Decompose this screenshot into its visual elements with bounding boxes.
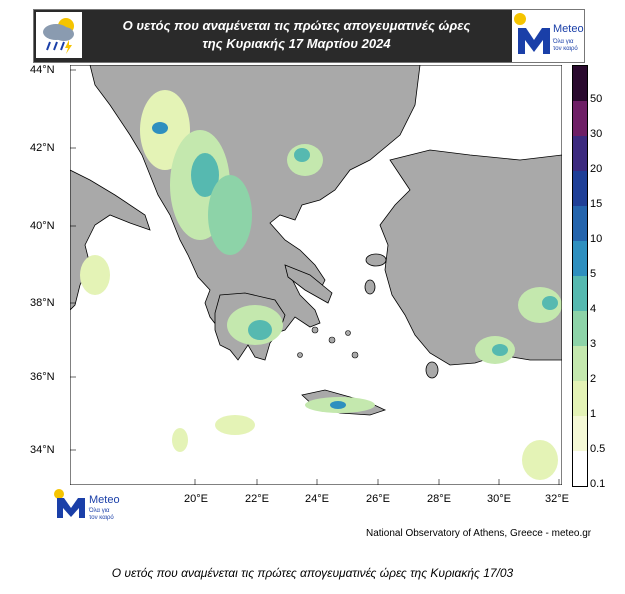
colorbar-label: 10 bbox=[590, 233, 603, 245]
precip-area bbox=[522, 440, 558, 480]
lat-label-40: 40°N bbox=[30, 220, 55, 232]
colorbar-segment bbox=[573, 241, 587, 276]
colorbar-segment bbox=[573, 311, 587, 346]
precip-area bbox=[248, 320, 272, 340]
colorbar-label: 50 bbox=[590, 93, 603, 105]
logo-tagline-1: Όλα για bbox=[552, 39, 574, 45]
land-island bbox=[345, 330, 351, 336]
colorbar-segment bbox=[573, 381, 587, 416]
land-rhodes bbox=[425, 361, 439, 379]
lon-label-30: 30°E bbox=[487, 493, 511, 505]
lon-label-22: 22°E bbox=[245, 493, 269, 505]
precip-area bbox=[172, 428, 188, 452]
rain-cloud-icon bbox=[36, 12, 82, 58]
land-island bbox=[328, 336, 336, 344]
logo-bottom-tagline-1: Όλα για bbox=[88, 508, 110, 514]
colorbar-segment bbox=[573, 416, 587, 451]
colorbar bbox=[572, 65, 588, 487]
lon-label-24: 24°E bbox=[305, 493, 329, 505]
precip-area bbox=[330, 401, 346, 409]
credit-text: National Observatory of Athens, Greece -… bbox=[366, 528, 592, 539]
lon-label-26: 26°E bbox=[366, 493, 390, 505]
colorbar-label: 15 bbox=[590, 198, 603, 210]
precip-area bbox=[294, 148, 310, 162]
precip-area bbox=[80, 255, 110, 295]
colorbar-label: 3 bbox=[590, 338, 597, 350]
land-island bbox=[351, 351, 359, 359]
land-evia bbox=[284, 264, 333, 304]
colorbar-segment bbox=[573, 346, 587, 381]
colorbar-segment bbox=[573, 136, 587, 171]
meteo-logo: Meteo Όλα για τον καιρό bbox=[512, 10, 584, 62]
lon-label-28: 28°E bbox=[427, 493, 451, 505]
title-line-2: της Κυριακής 17 Μαρτίου 2024 bbox=[202, 36, 391, 51]
lat-label-36: 36°N bbox=[30, 371, 55, 383]
logo-tagline-2: τον καιρό bbox=[553, 45, 578, 52]
land-italy bbox=[70, 169, 151, 311]
meteo-logo-mark: Meteo Όλα για τον καιρό bbox=[514, 13, 584, 54]
colorbar-label: 1 bbox=[590, 408, 597, 420]
colorbar-label: 5 bbox=[590, 268, 597, 280]
caption: Ο υετός που αναμένεται τις πρώτες απογευ… bbox=[111, 566, 514, 580]
precip-area bbox=[191, 153, 219, 197]
colorbar-segment bbox=[573, 66, 587, 101]
colorbar-label: 4 bbox=[590, 303, 597, 315]
colorbar-label: 20 bbox=[590, 163, 603, 175]
colorbar-label: 0.5 bbox=[590, 443, 606, 455]
page-title: Ο υετός που αναμένεται τις πρώτες απογευ… bbox=[89, 17, 504, 53]
precip-area bbox=[492, 344, 508, 356]
precip-area bbox=[152, 122, 168, 134]
precip-area bbox=[215, 415, 255, 435]
logo-bottom-tagline-2: τον καιρό bbox=[89, 514, 114, 521]
lat-label-38: 38°N bbox=[30, 297, 55, 309]
lat-label-44: 44°N bbox=[30, 64, 55, 76]
land-lesvos bbox=[365, 253, 387, 267]
map-ticks bbox=[70, 69, 560, 485]
colorbar-segment bbox=[573, 101, 587, 136]
logo-brand-text: Meteo bbox=[553, 23, 584, 35]
title-line-1: Ο υετός που αναμένεται τις πρώτες απογευ… bbox=[122, 18, 471, 33]
map-canvas bbox=[70, 65, 562, 485]
precip-patches bbox=[80, 90, 562, 480]
colorbar-label: 30 bbox=[590, 128, 603, 140]
colorbar-label: 2 bbox=[590, 373, 597, 385]
land-island bbox=[297, 352, 303, 358]
land-turkey bbox=[379, 149, 562, 366]
colorbar-label: 0.1 bbox=[590, 478, 606, 490]
lon-label-20: 20°E bbox=[184, 493, 208, 505]
colorbar-segment bbox=[573, 276, 587, 311]
colorbar-segment bbox=[573, 171, 587, 206]
precip-area bbox=[208, 175, 252, 255]
colorbar-segment bbox=[573, 206, 587, 241]
precip-area bbox=[518, 287, 562, 323]
header-banner: Ο υετός που αναμένεται τις πρώτες απογευ… bbox=[33, 9, 585, 63]
precip-area bbox=[542, 296, 558, 310]
meteo-logo-bottom: Meteo Όλα για τον καιρό bbox=[54, 489, 120, 521]
land-chios bbox=[364, 279, 376, 295]
lon-label-32: 32°E bbox=[545, 493, 569, 505]
precipitation-map bbox=[70, 65, 562, 485]
logo-bottom-brand: Meteo bbox=[89, 494, 120, 506]
land-island bbox=[311, 326, 319, 334]
lat-label-34: 34°N bbox=[30, 444, 55, 456]
colorbar-segment bbox=[573, 451, 587, 486]
lat-label-42: 42°N bbox=[30, 142, 55, 154]
